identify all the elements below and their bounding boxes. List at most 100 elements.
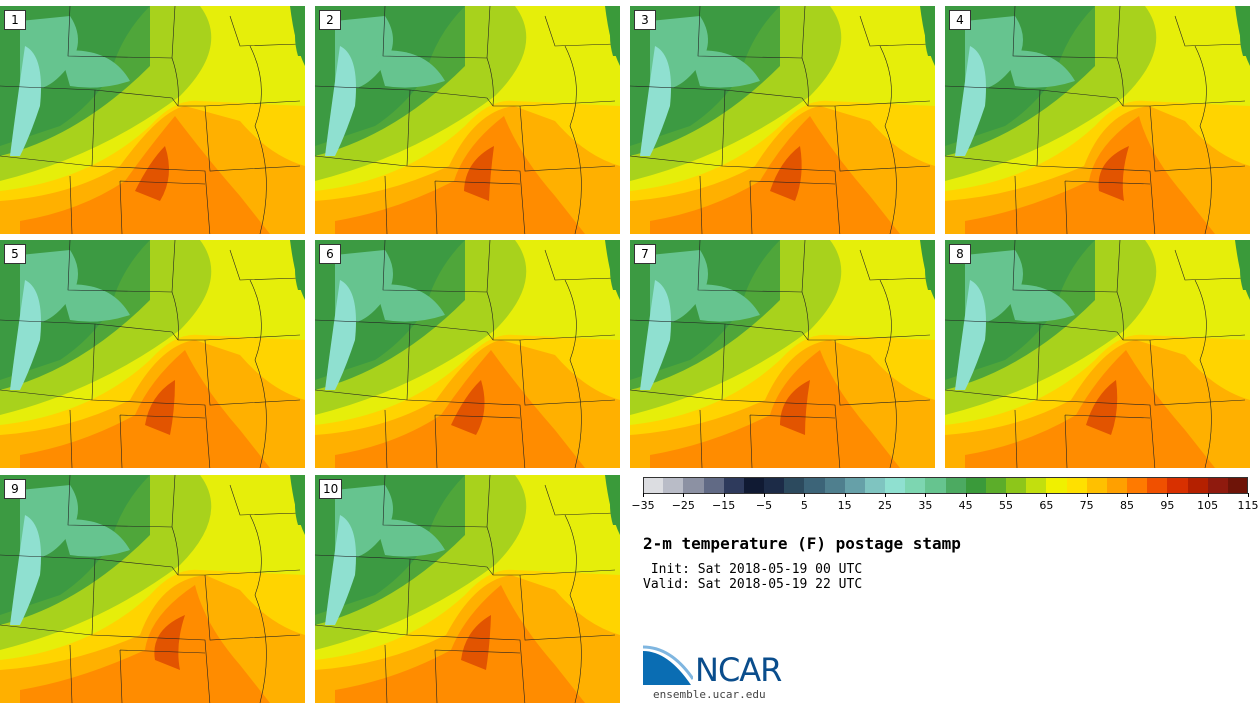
colorbar-swatch <box>703 477 725 493</box>
panel-number-label: 5 <box>4 244 26 264</box>
colorbar-tick-label: 75 <box>1079 499 1094 512</box>
colorbar-tick-label: 85 <box>1120 499 1134 512</box>
colorbar-tick-label: 35 <box>918 499 933 512</box>
colorbar-swatch <box>764 477 785 493</box>
colorbar-swatch <box>683 477 704 493</box>
colorbar-swatch <box>1026 477 1047 493</box>
panel-number-label: 6 <box>319 244 341 264</box>
panel-number-label: 8 <box>949 244 971 264</box>
init-time: Init: Sat 2018-05-19 00 UTC <box>643 562 863 577</box>
ensemble-member-panel: 6 <box>315 240 620 468</box>
temperature-map <box>945 6 1250 234</box>
panel-number-label: 9 <box>4 479 26 499</box>
colorbar-tick-label: −35 <box>631 499 655 512</box>
colorbar-tick <box>1006 493 1007 497</box>
colorbar-swatch <box>965 477 987 493</box>
colorbar-tick-label: 5 <box>800 499 808 512</box>
colorbar-tick <box>1086 493 1088 497</box>
temperature-map <box>315 240 620 468</box>
colorbar-swatch <box>643 477 664 493</box>
colorbar-tick-label: 45 <box>958 499 973 512</box>
colorbar-tick-label: 65 <box>1039 499 1054 512</box>
colorbar-tick <box>683 493 685 497</box>
colorbar-swatch <box>804 477 825 493</box>
colorbar-swatch <box>824 477 846 493</box>
panel-number-label: 7 <box>634 244 656 264</box>
colorbar-swatch <box>1006 477 1027 493</box>
temperature-map <box>315 475 620 703</box>
panel-number-label: 3 <box>634 10 656 30</box>
colorbar-swatch <box>1106 477 1128 493</box>
colorbar-swatch <box>844 477 866 493</box>
colorbar-tick-label: −25 <box>671 499 695 512</box>
colorbar-swatch <box>945 477 967 493</box>
colorbar-swatch <box>905 477 926 493</box>
panel-number-label: 2 <box>319 10 341 30</box>
colorbar-tick <box>723 493 725 497</box>
ensemble-member-panel: 8 <box>945 240 1250 468</box>
colorbar-swatch <box>1046 477 1067 493</box>
chart-title: 2-m temperature (F) postage stamp <box>643 534 961 553</box>
temperature-map <box>630 240 935 468</box>
ncar-logo: NCAR <box>642 645 803 690</box>
colorbar-swatch <box>1086 477 1108 493</box>
colorbar-tick-label: 95 <box>1160 499 1175 512</box>
colorbar-swatch <box>784 477 805 493</box>
colorbar-swatch <box>1227 477 1249 493</box>
ensemble-member-panel: 9 <box>0 475 305 703</box>
colorbar-swatch <box>1187 477 1209 493</box>
colorbar-tick-label: 55 <box>999 499 1013 512</box>
panel-number-label: 10 <box>319 479 343 499</box>
colorbar-tick <box>1248 493 1249 497</box>
ensemble-member-panel: 1 <box>0 6 305 234</box>
valid-time: Valid: Sat 2018-05-19 22 UTC <box>643 577 863 592</box>
ncar-swoosh-icon <box>642 645 695 685</box>
colorbar-swatch <box>743 477 765 493</box>
colorbar-swatch <box>1167 477 1188 493</box>
colorbar-tick-label: 105 <box>1197 499 1219 512</box>
temperature-map <box>0 6 305 234</box>
colorbar-tick <box>844 493 846 497</box>
colorbar-swatch <box>663 477 684 493</box>
temperature-colorbar: −35 −25 −15 −5 5 15 25 35 45 55 65 75 85 95 105 115 <box>631 477 1259 517</box>
panel-number-label: 1 <box>4 10 26 30</box>
colorbar-swatch <box>864 477 886 493</box>
colorbar-tick-label: 25 <box>878 499 892 512</box>
colorbar-tick <box>885 493 886 497</box>
colorbar-swatch <box>885 477 906 493</box>
logo-text: NCAR <box>695 651 782 689</box>
ensemble-member-panel: 2 <box>315 6 620 234</box>
colorbar-tick <box>965 493 967 497</box>
colorbar-swatch <box>985 477 1007 493</box>
temperature-map <box>315 6 620 234</box>
colorbar-tick-label: 115 <box>1237 499 1259 512</box>
ensemble-member-panel: 4 <box>945 6 1250 234</box>
temperature-map <box>0 240 305 468</box>
ensemble-member-panel: 7 <box>630 240 935 468</box>
colorbar-swatch <box>1147 477 1168 493</box>
colorbar-tick <box>643 493 644 497</box>
temperature-map <box>630 6 935 234</box>
colorbar-tick-label: −5 <box>755 499 773 512</box>
ensemble-member-panel: 3 <box>630 6 935 234</box>
temperature-map <box>945 240 1250 468</box>
colorbar-swatch <box>1207 477 1229 493</box>
ensemble-member-panel: 10 <box>315 475 620 703</box>
colorbar-tick <box>1046 493 1048 497</box>
colorbar-tick-label: −15 <box>712 499 736 512</box>
colorbar-tick-label: 15 <box>837 499 852 512</box>
panel-number-label: 4 <box>949 10 971 30</box>
colorbar-tick <box>1127 493 1128 497</box>
colorbar-swatch <box>1066 477 1088 493</box>
colorbar-swatch <box>1127 477 1148 493</box>
colorbar-swatch <box>723 477 745 493</box>
colorbar-tick <box>1167 493 1169 497</box>
colorbar-tick <box>764 493 765 497</box>
colorbar-tick <box>1207 493 1209 497</box>
colorbar-tick <box>925 493 927 497</box>
ensemble-member-panel: 5 <box>0 240 305 468</box>
logo-url: ensemble.ucar.edu <box>653 688 766 701</box>
colorbar-tick <box>804 493 806 497</box>
temperature-map <box>0 475 305 703</box>
colorbar-swatch <box>925 477 946 493</box>
